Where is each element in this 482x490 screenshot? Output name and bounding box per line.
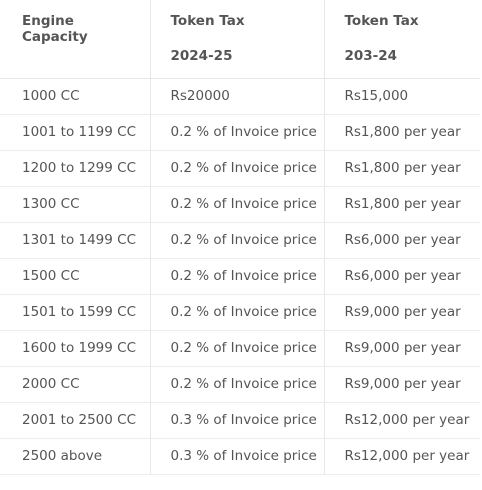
- cell-token-tax-2024-25: Rs20000: [150, 77, 325, 115]
- table-row: 2500 above 0.3 % of Invoice price Rs12,000…: [0, 438, 480, 475]
- cell-engine-capacity: 1600 to 1999 CC: [0, 330, 151, 367]
- cell-token-tax-203-24: Rs12,000 per year: [324, 402, 480, 439]
- cell-token-tax-2024-25: 0.3 % of Invoice price: [150, 402, 325, 439]
- cell-engine-capacity: 2000 CC: [0, 366, 151, 403]
- cell-token-tax-2024-25: 0.2 % of Invoice price: [150, 366, 325, 403]
- header-line2: 2024-25: [170, 48, 233, 64]
- table-row: 1500 CC 0.2 % of Invoice price Rs6,000 per…: [0, 258, 480, 295]
- cell-token-tax-203-24: Rs12,000 per year: [324, 438, 480, 475]
- table-row: 2001 to 2500 CC 0.3 % of Invoice price Rs1…: [0, 402, 480, 439]
- cell-engine-capacity: 1200 to 1299 CC: [0, 150, 151, 187]
- cell-engine-capacity: 1500 CC: [0, 258, 151, 295]
- cell-token-tax-2024-25: 0.2 % of Invoice price: [150, 150, 325, 187]
- cell-token-tax-203-24: Rs9,000 per year: [324, 366, 480, 403]
- cell-token-tax-2024-25: 0.2 % of Invoice price: [150, 330, 325, 367]
- cell-token-tax-2024-25: 0.2 % of Invoice price: [150, 186, 325, 223]
- header-token-tax-2024-25: Token Tax 2024-25: [150, 0, 325, 79]
- table-row: 1301 to 1499 CC 0.2 % of Invoice price Rs6…: [0, 222, 480, 259]
- table-row: 2000 CC 0.2 % of Invoice price Rs9,000 per…: [0, 366, 480, 403]
- cell-token-tax-2024-25: 0.2 % of Invoice price: [150, 258, 325, 295]
- cell-engine-capacity: 1001 to 1199 CC: [0, 114, 151, 151]
- header-row: Engine Capacity Token Tax 2024-25 Token …: [0, 0, 480, 79]
- header-token-tax-203-24: Token Tax 203-24: [324, 0, 480, 79]
- table-row: 1001 to 1199 CC 0.2 % of Invoice price Rs1…: [0, 114, 480, 151]
- cell-token-tax-203-24: Rs1,800 per year: [324, 114, 480, 151]
- table-row: 1300 CC 0.2 % of Invoice price Rs1,800 per…: [0, 186, 480, 223]
- table-header: Engine Capacity Token Tax 2024-25 Token …: [0, 0, 480, 79]
- table-row: 1501 to 1599 CC 0.2 % of Invoice price Rs9…: [0, 294, 480, 331]
- table-row: 1200 to 1299 CC 0.2 % of Invoice price Rs1…: [0, 150, 480, 187]
- cell-token-tax-2024-25: 0.2 % of Invoice price: [150, 222, 325, 259]
- cell-engine-capacity: 1000 CC: [0, 77, 151, 115]
- cell-engine-capacity: 1300 CC: [0, 186, 151, 223]
- cell-token-tax-203-24: Rs1,800 per year: [324, 186, 480, 223]
- cell-token-tax-2024-25: 0.2 % of Invoice price: [150, 114, 325, 151]
- cell-engine-capacity: 1301 to 1499 CC: [0, 222, 151, 259]
- header-line1: Token Tax: [170, 13, 245, 29]
- cell-engine-capacity: 1501 to 1599 CC: [0, 294, 151, 331]
- cell-engine-capacity: 2500 above: [0, 438, 151, 475]
- header-line1: Token Tax: [344, 13, 419, 29]
- table-body: 1000 CC Rs20000 Rs15,000 1001 to 1199 CC 0.2…: [0, 77, 480, 475]
- cell-token-tax-203-24: Rs15,000: [324, 77, 480, 115]
- cell-token-tax-203-24: Rs9,000 per year: [324, 330, 480, 367]
- table-row: 1000 CC Rs20000 Rs15,000: [0, 77, 480, 115]
- cell-token-tax-203-24: Rs1,800 per year: [324, 150, 480, 187]
- cell-token-tax-203-24: Rs6,000 per year: [324, 222, 480, 259]
- table-row: 1600 to 1999 CC 0.2 % of Invoice price Rs9…: [0, 330, 480, 367]
- header-line2: 203-24: [344, 48, 398, 64]
- cell-token-tax-2024-25: 0.2 % of Invoice price: [150, 294, 325, 331]
- cell-token-tax-2024-25: 0.3 % of Invoice price: [150, 438, 325, 475]
- cell-token-tax-203-24: Rs6,000 per year: [324, 258, 480, 295]
- header-line1: Engine Capacity: [22, 13, 88, 45]
- cell-token-tax-203-24: Rs9,000 per year: [324, 294, 480, 331]
- header-engine-capacity: Engine Capacity: [0, 0, 151, 79]
- token-tax-table: Engine Capacity Token Tax 2024-25 Token …: [0, 0, 480, 475]
- cell-engine-capacity: 2001 to 2500 CC: [0, 402, 151, 439]
